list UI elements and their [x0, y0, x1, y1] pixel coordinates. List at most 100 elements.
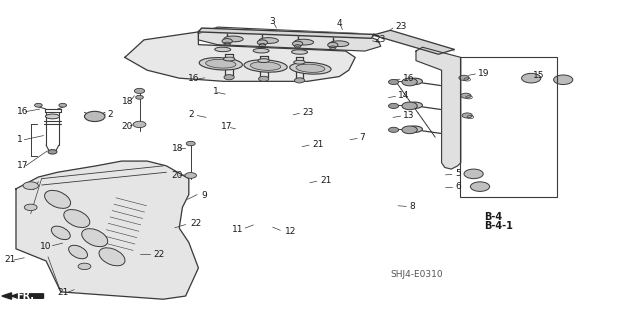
Ellipse shape: [205, 59, 236, 68]
Text: 13: 13: [403, 111, 415, 120]
Text: 14: 14: [398, 91, 410, 100]
Circle shape: [470, 182, 490, 191]
Ellipse shape: [292, 50, 307, 54]
Circle shape: [461, 93, 471, 98]
Circle shape: [402, 126, 417, 134]
Text: 23: 23: [374, 35, 386, 44]
Text: 7: 7: [359, 133, 365, 142]
Circle shape: [24, 204, 37, 211]
Bar: [460, 57, 557, 197]
Ellipse shape: [259, 38, 278, 43]
Circle shape: [134, 88, 145, 93]
Polygon shape: [16, 161, 198, 299]
Text: 21: 21: [4, 256, 16, 264]
Circle shape: [222, 39, 232, 44]
Circle shape: [133, 121, 146, 128]
Circle shape: [186, 141, 195, 146]
Circle shape: [554, 75, 573, 85]
Text: 23: 23: [303, 108, 314, 117]
Text: 1: 1: [213, 87, 219, 96]
Text: 6: 6: [456, 182, 461, 191]
Circle shape: [257, 40, 268, 45]
Text: 19: 19: [478, 69, 490, 78]
Ellipse shape: [223, 57, 235, 61]
Text: 3: 3: [269, 17, 275, 26]
Ellipse shape: [224, 36, 243, 42]
Text: 2: 2: [189, 110, 195, 119]
Circle shape: [259, 76, 269, 81]
Text: 21: 21: [320, 176, 332, 185]
Circle shape: [84, 111, 105, 122]
Text: FR.: FR.: [16, 291, 34, 301]
Ellipse shape: [82, 229, 108, 247]
Circle shape: [294, 78, 305, 83]
Ellipse shape: [99, 248, 125, 266]
Ellipse shape: [294, 39, 314, 45]
Circle shape: [35, 103, 42, 107]
Ellipse shape: [244, 60, 287, 72]
Polygon shape: [198, 27, 381, 51]
Circle shape: [59, 103, 67, 107]
Ellipse shape: [296, 64, 325, 72]
Polygon shape: [12, 294, 44, 298]
Ellipse shape: [199, 58, 243, 70]
Circle shape: [78, 263, 91, 270]
Text: 21: 21: [58, 288, 69, 297]
Text: B-4: B-4: [484, 212, 502, 222]
Text: 20: 20: [122, 122, 133, 130]
Text: 15: 15: [533, 71, 545, 80]
Text: 17: 17: [17, 161, 29, 170]
Text: 16: 16: [188, 74, 199, 83]
Text: 16: 16: [403, 74, 414, 83]
Ellipse shape: [45, 114, 60, 119]
Circle shape: [522, 73, 541, 83]
Ellipse shape: [294, 60, 305, 64]
Text: SHJ4-E0310: SHJ4-E0310: [390, 271, 443, 279]
Circle shape: [136, 95, 143, 99]
Circle shape: [464, 169, 483, 179]
Text: 9: 9: [201, 191, 207, 200]
Ellipse shape: [330, 41, 349, 47]
Text: 21: 21: [312, 140, 324, 149]
Polygon shape: [373, 30, 454, 54]
Text: 18: 18: [172, 145, 183, 153]
Text: 12: 12: [285, 227, 296, 236]
Polygon shape: [2, 293, 12, 299]
Circle shape: [224, 75, 234, 80]
Circle shape: [48, 150, 57, 154]
Text: 16: 16: [17, 107, 29, 116]
Ellipse shape: [258, 59, 269, 63]
Text: 22: 22: [154, 250, 165, 259]
Circle shape: [23, 182, 38, 189]
Circle shape: [462, 113, 472, 118]
Ellipse shape: [407, 126, 422, 132]
Circle shape: [459, 75, 469, 80]
Ellipse shape: [407, 78, 422, 85]
Text: 8: 8: [410, 202, 415, 211]
Text: 17: 17: [221, 122, 232, 131]
Text: 23: 23: [396, 22, 407, 31]
Ellipse shape: [290, 63, 331, 74]
Text: 22: 22: [190, 219, 202, 228]
Text: 20: 20: [172, 171, 183, 180]
Text: 5: 5: [456, 169, 461, 178]
Ellipse shape: [51, 226, 70, 240]
Circle shape: [292, 41, 303, 46]
Text: 2: 2: [107, 110, 113, 119]
Ellipse shape: [253, 48, 269, 53]
Polygon shape: [416, 47, 461, 169]
Ellipse shape: [64, 210, 90, 227]
Circle shape: [402, 78, 417, 86]
Text: 11: 11: [232, 225, 243, 234]
Circle shape: [388, 79, 399, 85]
Circle shape: [328, 42, 338, 48]
Ellipse shape: [68, 245, 88, 259]
Ellipse shape: [45, 190, 70, 208]
Circle shape: [388, 127, 399, 132]
Text: 10: 10: [40, 242, 52, 251]
Ellipse shape: [250, 62, 281, 70]
Polygon shape: [198, 28, 374, 38]
Polygon shape: [125, 32, 355, 81]
Text: B-4-1: B-4-1: [484, 221, 513, 232]
Circle shape: [185, 173, 196, 178]
